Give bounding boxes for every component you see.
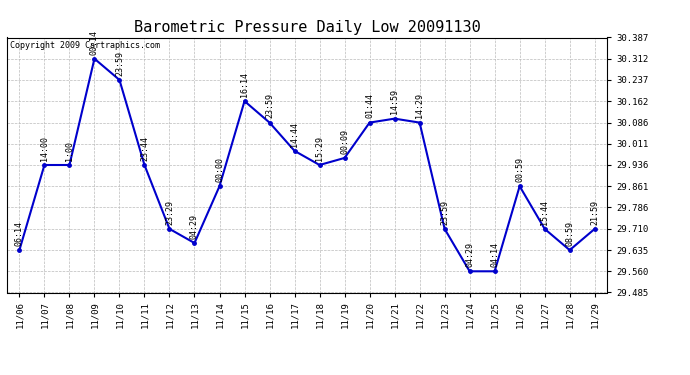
Text: 01:44: 01:44: [365, 93, 374, 118]
Text: 00:14: 00:14: [90, 30, 99, 54]
Text: 23:59: 23:59: [265, 93, 274, 118]
Text: 04:29: 04:29: [190, 214, 199, 239]
Text: 00:59: 00:59: [515, 157, 524, 182]
Text: 00:00: 00:00: [215, 157, 224, 182]
Text: 04:14: 04:14: [490, 242, 499, 267]
Text: 06:14: 06:14: [15, 221, 24, 246]
Text: 14:00: 14:00: [40, 136, 49, 161]
Text: 23:44: 23:44: [140, 136, 149, 161]
Text: 15:44: 15:44: [540, 200, 549, 225]
Text: 23:29: 23:29: [165, 200, 174, 225]
Text: 08:59: 08:59: [565, 221, 574, 246]
Text: 1:00: 1:00: [65, 141, 74, 161]
Text: 00:09: 00:09: [340, 129, 349, 154]
Title: Barometric Pressure Daily Low 20091130: Barometric Pressure Daily Low 20091130: [134, 20, 480, 35]
Text: 23:59: 23:59: [115, 51, 124, 76]
Text: 21:59: 21:59: [590, 200, 599, 225]
Text: 04:29: 04:29: [465, 242, 474, 267]
Text: 14:44: 14:44: [290, 122, 299, 147]
Text: 15:29: 15:29: [315, 136, 324, 161]
Text: Copyright 2009 Cartraphics.com: Copyright 2009 Cartraphics.com: [10, 41, 160, 50]
Text: 14:59: 14:59: [390, 90, 399, 114]
Text: 23:59: 23:59: [440, 200, 449, 225]
Text: 14:29: 14:29: [415, 93, 424, 118]
Text: 16:14: 16:14: [240, 72, 249, 97]
